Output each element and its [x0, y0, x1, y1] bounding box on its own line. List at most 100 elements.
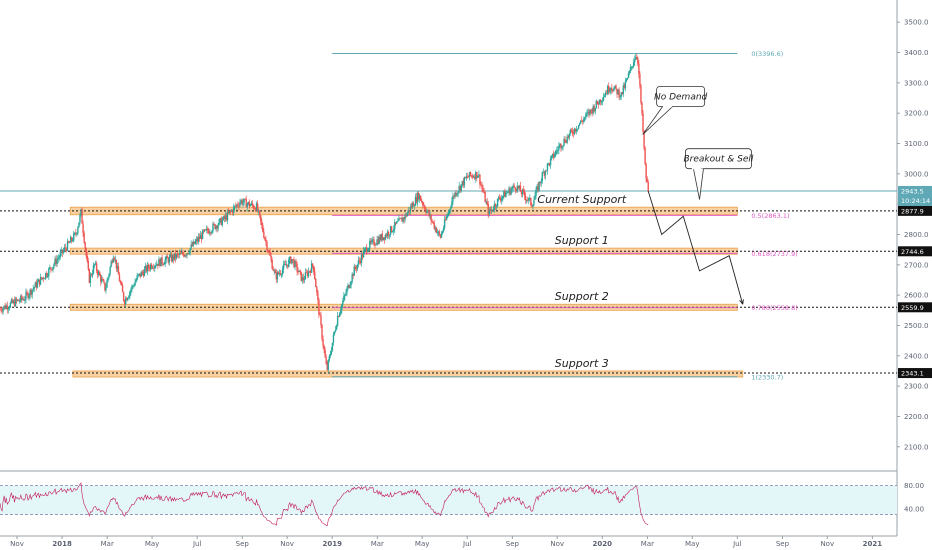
- candle-body: [308, 271, 311, 272]
- candle-body: [522, 189, 525, 192]
- candle-body: [416, 193, 419, 203]
- fib-label: 0(3396.6): [751, 50, 783, 58]
- candle-body: [168, 256, 171, 263]
- candle-body: [641, 102, 643, 114]
- candle-body: [172, 255, 175, 260]
- candle-body: [492, 209, 495, 211]
- candle-body: [558, 145, 560, 150]
- candle-body: [261, 221, 263, 226]
- candle-body: [212, 223, 214, 232]
- candle-body: [234, 205, 236, 207]
- candle-body: [393, 229, 395, 232]
- candle-body: [448, 210, 450, 215]
- y-tick-label: 2600.0: [904, 292, 929, 300]
- candle-body: [598, 99, 601, 105]
- candle-body: [317, 292, 319, 300]
- candle-body: [480, 184, 482, 186]
- candle-body: [34, 282, 37, 288]
- candle-body: [201, 230, 204, 240]
- candle-body: [439, 234, 442, 238]
- candle-body: [61, 249, 64, 253]
- candle-body: [192, 241, 194, 247]
- candle-body: [10, 299, 13, 303]
- candle-body: [389, 226, 392, 235]
- annotation-text: No Demand: [654, 92, 708, 102]
- candle-body: [104, 282, 106, 291]
- candle-body: [582, 121, 584, 122]
- time-axis[interactable]: Nov 2018 Mar May Jul Sep Nov 2019 Mar May Jul Sep No…: [10, 536, 882, 548]
- candle-body: [222, 216, 225, 220]
- candle-body: [503, 191, 505, 196]
- candle-body: [458, 185, 460, 192]
- candle-body: [483, 191, 485, 193]
- candle-body: [342, 301, 344, 305]
- candle-body: [408, 209, 410, 212]
- candle-body: [170, 254, 173, 262]
- candle-body: [384, 234, 387, 240]
- rsi-panel: 80.00 40.00: [0, 482, 924, 527]
- candle-body: [254, 208, 257, 211]
- candle-body: [332, 334, 335, 343]
- candle-body: [6, 305, 8, 310]
- price-axis[interactable]: 2100.0 2200.0 2300.0 2400.0 2500.0 2600.0 2700…: [897, 19, 932, 452]
- candle-body: [465, 176, 468, 179]
- candle-body: [612, 90, 614, 92]
- candle-body: [428, 210, 430, 216]
- candle-body: [134, 282, 136, 286]
- candle-body: [87, 261, 89, 270]
- candle-body: [627, 73, 630, 78]
- candle-body: [329, 354, 332, 357]
- support-zone-label: Support 2: [555, 290, 609, 303]
- candle-body: [396, 221, 398, 224]
- y-tick-label: 2100.0: [904, 443, 929, 451]
- candle-body: [355, 268, 358, 270]
- y-tick-label: 2200.0: [904, 413, 929, 421]
- candle-body: [584, 117, 586, 119]
- candle-body: [135, 279, 137, 283]
- candle-body: [266, 241, 268, 251]
- level-price-tag-text: 2877.9: [901, 207, 924, 215]
- x-tick-label: Nov: [10, 540, 24, 548]
- candle-body: [243, 198, 245, 203]
- candle-body: [283, 264, 286, 265]
- candle-body: [442, 227, 445, 232]
- candle-body: [390, 226, 393, 232]
- candle-body: [130, 289, 132, 292]
- candle-body: [450, 207, 452, 210]
- candle-body: [213, 223, 215, 225]
- candle-body: [411, 203, 414, 208]
- candle-body: [365, 247, 368, 252]
- candle-body: [624, 81, 627, 89]
- candle-body: [100, 275, 102, 282]
- candle-body: [37, 279, 40, 283]
- candles: [0, 53, 649, 374]
- candle-body: [133, 285, 135, 287]
- candle-body: [422, 202, 424, 206]
- candle-body: [32, 288, 34, 290]
- candle-body: [137, 274, 139, 276]
- candle-body: [601, 100, 604, 102]
- candle-body: [346, 288, 348, 294]
- candle-body: [597, 103, 600, 105]
- candle-body: [128, 296, 130, 298]
- candle-body: [430, 214, 432, 221]
- candle-body: [367, 250, 369, 252]
- candle-body: [636, 57, 638, 58]
- candle-body: [214, 224, 216, 229]
- candle-body: [544, 170, 547, 176]
- candle-body: [590, 109, 592, 111]
- candle-body: [124, 298, 127, 305]
- annotation-text: Breakout & Sell: [684, 155, 754, 165]
- candle-body: [267, 250, 269, 252]
- candle-body: [176, 254, 179, 255]
- candle-body: [256, 203, 259, 212]
- level-price-tag: [898, 205, 932, 216]
- candle-body: [369, 240, 371, 249]
- candle-body: [279, 273, 282, 275]
- candle-body: [20, 295, 22, 301]
- candle-body: [11, 299, 14, 303]
- candle-body: [569, 129, 572, 134]
- candle-body: [3, 305, 5, 309]
- candle-body: [249, 204, 252, 207]
